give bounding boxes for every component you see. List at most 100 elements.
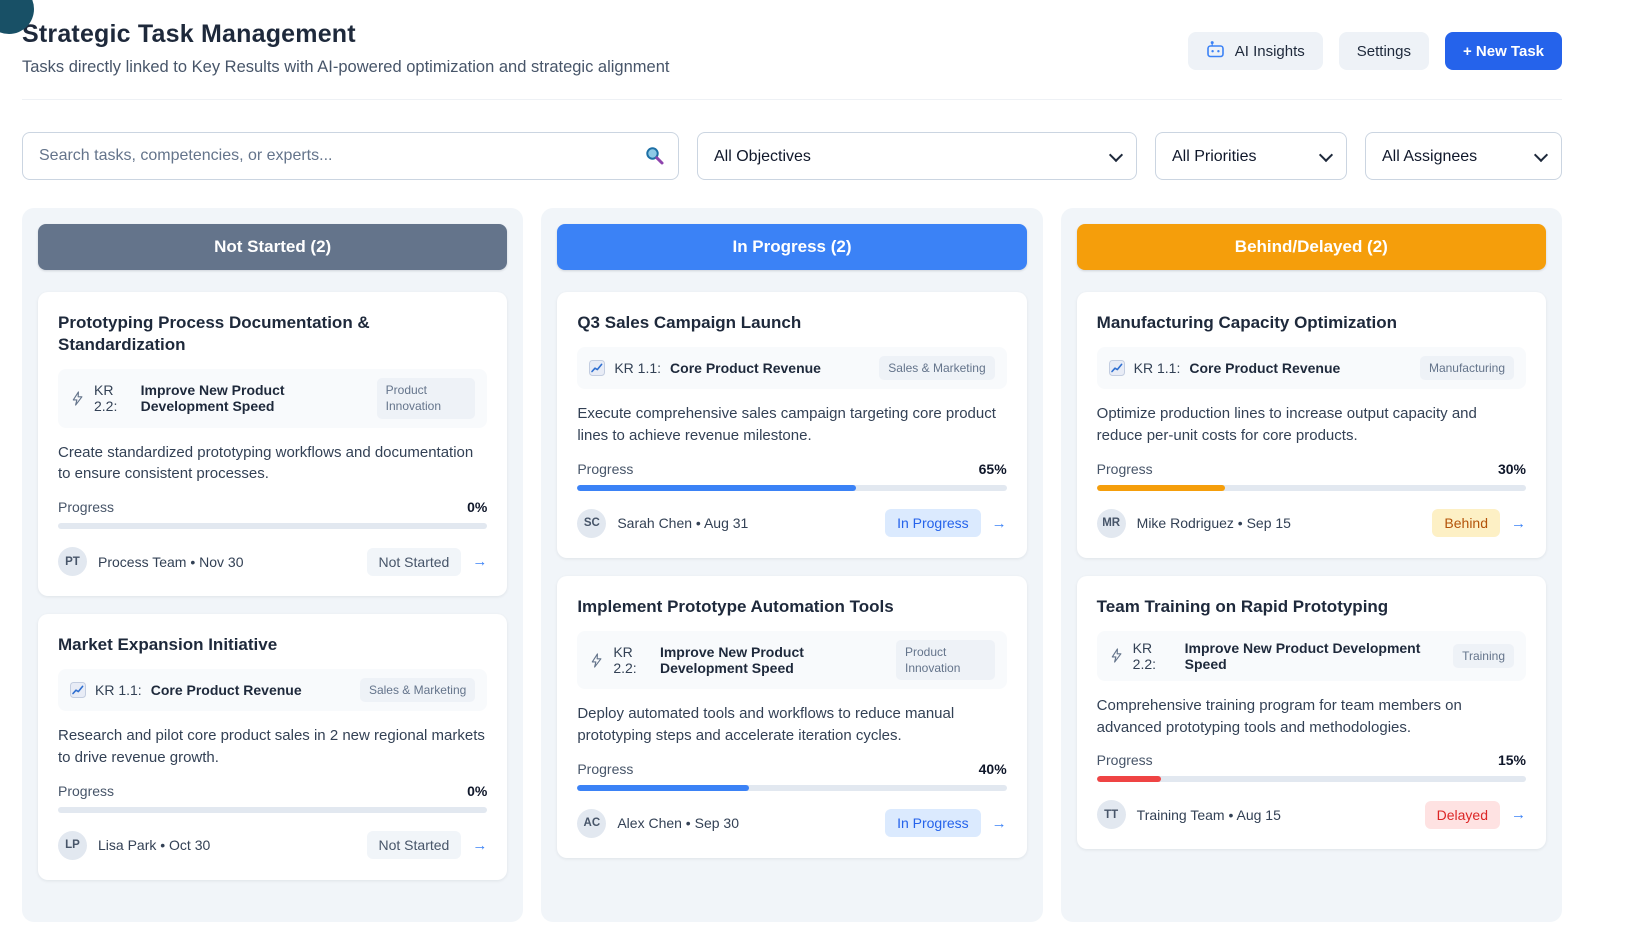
avatar: MR — [1096, 508, 1126, 538]
kr-link: KR 2.2: Improve New Product Development … — [58, 369, 488, 428]
settings-button[interactable]: Settings — [1338, 32, 1429, 70]
settings-label: Settings — [1356, 42, 1411, 60]
column-header-not-started: Not Started (2) — [38, 224, 508, 270]
progress-bar — [1096, 484, 1526, 491]
assignee-meta: Sarah Chen • Aug 31 — [617, 515, 749, 532]
assignee-meta: Process Team • Nov 30 — [98, 553, 244, 570]
arrow-right-icon[interactable]: → — [472, 553, 488, 571]
kr-name: Core Product Revenue — [670, 360, 821, 377]
column-header-in-progress: In Progress (2) — [557, 224, 1027, 270]
progress-label: Progress — [1096, 460, 1153, 477]
task-card[interactable]: Manufacturing Capacity Optimization KR 1… — [1076, 292, 1546, 558]
task-description: Deploy automated tools and workflows to … — [577, 705, 955, 744]
page-header: Strategic Task Management Tasks directly… — [22, 0, 1562, 100]
category-tag: Manufacturing — [1419, 356, 1514, 381]
progress-bar — [577, 484, 1007, 491]
objectives-select[interactable]: All Objectives — [697, 132, 1137, 180]
assignee-meta: Alex Chen • Sep 30 — [617, 815, 739, 832]
arrow-right-icon[interactable]: → — [1511, 806, 1526, 824]
task-description: Research and pilot core product sales in… — [58, 727, 485, 767]
assignees-select[interactable]: All Assignees — [1365, 132, 1562, 180]
progress-bar — [58, 523, 488, 530]
page-title: Strategic Task Management — [22, 20, 356, 48]
kanban-board: Not Started (2) Prototyping Process Docu… — [22, 208, 1562, 922]
kr-code: KR 1.1: — [614, 360, 662, 377]
task-card[interactable]: Team Training on Rapid Prototyping KR 2.… — [1076, 575, 1546, 850]
progress-label: Progress — [58, 782, 115, 799]
progress-value: 65% — [978, 460, 1007, 477]
task-card[interactable]: Implement Prototype Automation Tools KR … — [557, 575, 1027, 858]
column-in-progress: In Progress (2) Q3 Sales Campaign Launch… — [541, 208, 1043, 922]
search-icon — [644, 145, 665, 171]
progress-row: Progress 30% — [1097, 461, 1526, 477]
kr-link: KR 2.2: Improve New Product Development … — [577, 630, 1007, 690]
avatar: AC — [577, 808, 607, 838]
arrow-right-icon[interactable]: → — [472, 836, 488, 854]
kr-name: Improve New Product Development Speed — [1184, 639, 1421, 672]
card-footer: PT Process Team • Nov 30 Not Started → — [58, 547, 488, 577]
kr-name: Core Product Revenue — [150, 682, 302, 699]
new-task-button[interactable]: + New Task — [1444, 32, 1562, 70]
new-task-label: + New Task — [1462, 42, 1544, 60]
task-card[interactable]: Prototyping Process Documentation & Stan… — [38, 292, 508, 597]
ai-insights-label: AI Insights — [1234, 42, 1305, 60]
kr-link: KR 1.1: Core Product Revenue Sales & Mar… — [577, 347, 1007, 390]
progress-bar — [58, 806, 488, 813]
trend-chart-icon — [1108, 360, 1125, 377]
task-title: Market Expansion Initiative — [58, 635, 278, 655]
task-title: Prototyping Process Documentation & Stan… — [58, 313, 370, 355]
status-badge: In Progress — [885, 809, 981, 838]
progress-row: Progress 65% — [577, 461, 1006, 477]
arrow-right-icon[interactable]: → — [991, 814, 1007, 832]
arrow-right-icon[interactable]: → — [1511, 514, 1526, 532]
task-card[interactable]: Q3 Sales Campaign Launch KR 1.1: Core Pr… — [557, 292, 1027, 558]
kr-code: KR 1.1: — [95, 682, 142, 699]
task-title: Manufacturing Capacity Optimization — [1096, 313, 1398, 332]
card-footer: SC Sarah Chen • Aug 31 In Progress → — [577, 508, 1007, 538]
kr-code: KR 2.2: — [1132, 639, 1157, 672]
avatar: TT — [1096, 800, 1126, 830]
page-subtitle: Tasks directly linked to Key Results wit… — [22, 58, 670, 76]
progress-label: Progress — [58, 499, 115, 516]
assignee-meta: Mike Rodriguez • Sep 15 — [1136, 515, 1291, 532]
kr-link: KR 2.2: Improve New Product Development … — [1096, 630, 1526, 681]
lightning-icon — [1109, 648, 1124, 663]
lightning-icon — [589, 652, 604, 668]
column-behind-delayed: Behind/Delayed (2) Manufacturing Capacit… — [1060, 208, 1562, 922]
arrow-right-icon[interactable]: → — [991, 514, 1007, 532]
progress-label: Progress — [577, 760, 634, 777]
status-badge: Delayed — [1424, 800, 1500, 829]
ai-insights-button[interactable]: AI Insights — [1187, 32, 1323, 70]
progress-fill — [1096, 484, 1226, 491]
lightning-icon — [70, 391, 85, 406]
progress-row: Progress 0% — [58, 783, 487, 799]
progress-value: 0% — [467, 782, 488, 799]
priorities-select-wrap: All Priorities — [1155, 132, 1347, 180]
kr-link: KR 1.1: Core Product Revenue Sales & Mar… — [58, 669, 488, 712]
card-footer: TT Training Team • Aug 15 Delayed → — [1096, 800, 1526, 830]
task-description: Execute comprehensive sales campaign tar… — [577, 405, 996, 445]
kr-code: KR 2.2: — [94, 382, 118, 415]
objectives-select-wrap: All Objectives — [697, 132, 1137, 180]
task-title: Implement Prototype Automation Tools — [577, 596, 894, 616]
kr-link: KR 1.1: Core Product Revenue Manufacturi… — [1096, 347, 1526, 390]
category-tag: Training — [1453, 643, 1514, 668]
search-input[interactable] — [22, 132, 679, 180]
status-badge: Not Started — [366, 831, 462, 860]
category-tag: Product Innovation — [376, 378, 476, 419]
progress-bar — [577, 784, 1007, 791]
progress-fill — [1096, 776, 1162, 783]
status-badge: Not Started — [366, 547, 462, 576]
progress-row: Progress 15% — [1097, 752, 1526, 768]
priorities-select[interactable]: All Priorities — [1155, 132, 1347, 180]
avatar: SC — [577, 508, 607, 538]
card-footer: AC Alex Chen • Sep 30 In Progress → — [577, 808, 1007, 838]
progress-value: 30% — [1497, 460, 1526, 477]
task-card[interactable]: Market Expansion Initiative KR 1.1: Core… — [38, 614, 508, 880]
category-tag: Sales & Marketing — [879, 356, 995, 381]
avatar: PT — [58, 547, 87, 577]
category-tag: Product Innovation — [895, 639, 995, 681]
assignee-meta: Lisa Park • Oct 30 — [98, 837, 211, 854]
category-tag: Sales & Marketing — [359, 678, 476, 703]
progress-fill — [577, 484, 857, 491]
